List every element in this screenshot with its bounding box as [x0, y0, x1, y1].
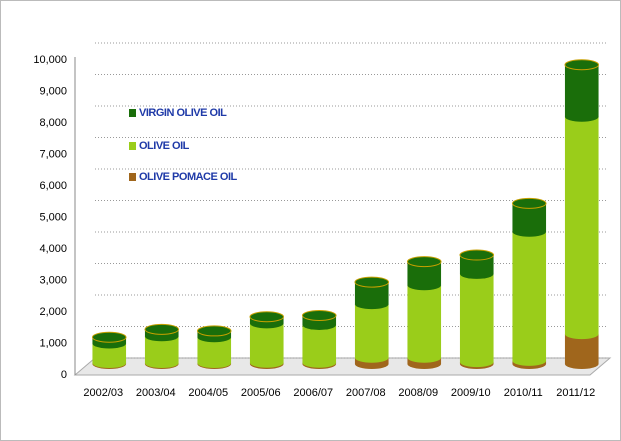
legend-label: OLIVE OIL — [139, 140, 190, 152]
x-tick-label: 2003/04 — [136, 387, 176, 399]
x-tick-label: 2006/07 — [293, 387, 333, 399]
bar-segment — [459, 273, 494, 363]
legend-label: OLIVE POMACE OIL — [139, 171, 238, 183]
bar-top — [354, 276, 390, 288]
x-tick-label: 2004/05 — [188, 387, 228, 399]
bar-segment — [512, 231, 547, 361]
y-tick-label: 8,000 — [39, 117, 67, 129]
bar-segment — [354, 282, 389, 305]
bar-segment — [564, 116, 599, 335]
legend-label: VIRGIN OLIVE OIL — [139, 107, 227, 119]
bar-top — [196, 325, 232, 337]
bar-top — [459, 249, 495, 261]
y-tick-label: 9,000 — [39, 85, 67, 97]
x-tick-label: 2002/03 — [83, 387, 123, 399]
bar-segment — [249, 323, 284, 363]
bar-top — [249, 311, 285, 323]
x-tick-label: 2011/12 — [556, 387, 595, 399]
y-tick-label: 10,000 — [33, 54, 67, 66]
bar-segment — [302, 324, 337, 363]
x-tick-label: 2010/11 — [504, 387, 543, 399]
y-tick-label: 0 — [61, 369, 67, 381]
y-tick-label: 1,000 — [39, 337, 67, 349]
x-tick-label: 2007/08 — [346, 387, 386, 399]
x-tick-label: 2009/10 — [451, 387, 491, 399]
bar-top — [511, 197, 547, 209]
x-tick-label: 2005/06 — [241, 387, 281, 399]
bar-top — [406, 256, 442, 268]
legend-swatch — [129, 109, 136, 117]
y-tick-label: 5,000 — [39, 211, 67, 223]
bar-segment — [354, 304, 389, 358]
y-tick-label: 4,000 — [39, 243, 67, 255]
legend-swatch — [129, 173, 136, 181]
bar-top — [301, 309, 337, 321]
legend-swatch — [129, 142, 136, 150]
x-tick-label: 2008/09 — [398, 387, 438, 399]
bar-top — [91, 331, 127, 343]
bar-segment — [92, 343, 127, 364]
y-tick-label: 6,000 — [39, 180, 67, 192]
bar-segment — [564, 64, 599, 117]
bar-top — [564, 59, 600, 71]
bar-segment — [407, 261, 442, 286]
bar-segment — [407, 285, 442, 358]
bar-top — [144, 323, 180, 335]
y-tick-label: 7,000 — [39, 148, 67, 160]
y-tick-label: 3,000 — [39, 274, 67, 286]
y-tick-label: 2,000 — [39, 306, 67, 318]
